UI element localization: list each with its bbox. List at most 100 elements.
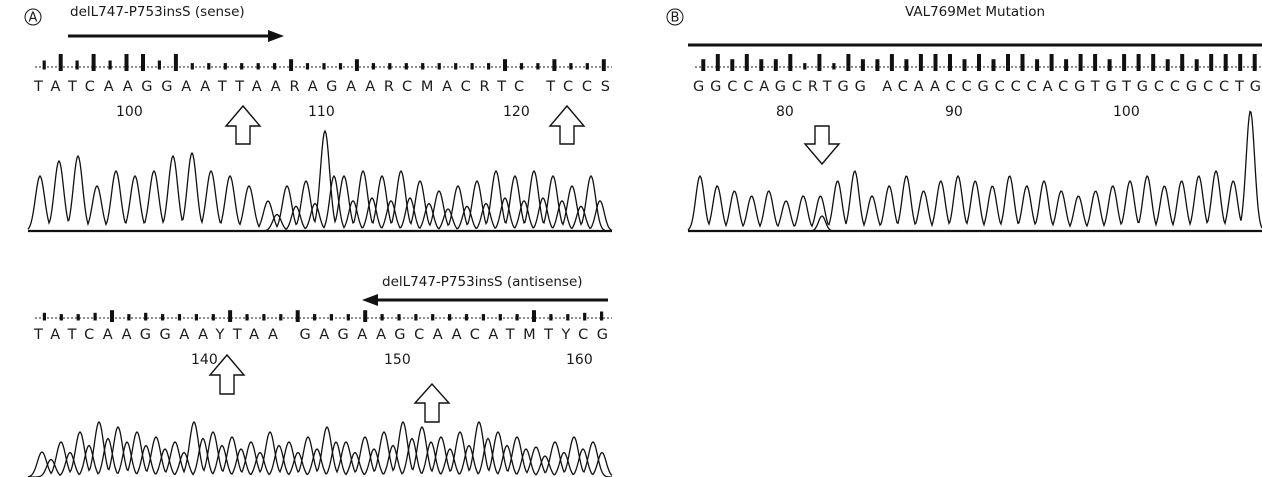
mutation-up-arrow [413, 382, 451, 423]
quality-bar [918, 54, 923, 71]
quality-bar [464, 314, 469, 321]
quality-bar [498, 314, 502, 321]
base-sequence: GGCCAGCRTGG ACAACCGCCCACGTGTGCCGCCTG [693, 79, 1261, 95]
trace-line-secondary [688, 215, 1262, 232]
quality-bar [744, 54, 749, 71]
quality-bar [773, 59, 778, 71]
quality-bar [1180, 54, 1185, 71]
quality-bar [110, 310, 114, 322]
quality-bar [536, 63, 540, 70]
quality-bar [1223, 54, 1228, 71]
panel-a-sense: A delL747-P753insS (sense) TATCAAGGAATTA… [24, 4, 613, 233]
quality-bars [42, 54, 606, 71]
quality-bar [211, 314, 215, 321]
quality-bar [262, 314, 266, 321]
quality-bar [1020, 54, 1025, 71]
quality-bar [108, 60, 112, 70]
quality-bar [346, 314, 350, 321]
quality-bar [503, 59, 507, 71]
quality-bar [228, 310, 233, 322]
quality-bar [846, 54, 851, 71]
quality-bar [75, 60, 79, 70]
sense-direction-arrowhead [268, 30, 284, 42]
quality-bar [141, 54, 145, 71]
quality-bar [279, 314, 283, 321]
quality-bar [701, 59, 706, 71]
quality-bar [42, 60, 46, 70]
antisense-direction-arrowhead [362, 294, 378, 306]
quality-bar [1209, 54, 1214, 71]
quality-bar [1035, 59, 1040, 71]
quality-bar [569, 63, 573, 70]
quality-bar [1151, 54, 1156, 71]
position-label-100: 100 [116, 104, 143, 120]
quality-bar [1078, 54, 1083, 71]
quality-bar [817, 54, 822, 71]
quality-bar [161, 314, 165, 321]
base-sequence: TATCAAGGAAYTAA GAGAAGCAACATMTYCG [33, 327, 608, 343]
quality-bar [273, 63, 277, 70]
quality-bar [58, 54, 63, 71]
quality-bar [948, 54, 952, 71]
quality-bar [788, 54, 793, 71]
quality-bar [173, 54, 178, 71]
quality-bar [144, 312, 148, 321]
quality-bar [404, 63, 408, 70]
position-label-160: 160 [566, 352, 593, 368]
base-sequence: TATCAAGGAATTAARAGAARCMACRTC TCCS [33, 79, 610, 95]
position-label-90: 90 [945, 104, 963, 120]
quality-bar [207, 63, 211, 70]
quality-bar [240, 63, 244, 70]
quality-bar [889, 54, 894, 71]
quality-bar [1093, 54, 1098, 71]
panel-a-antisense-title: delL747-P753insS (antisense) [382, 274, 583, 290]
quality-bar [601, 59, 606, 71]
quality-bar [1064, 59, 1069, 71]
position-label-150: 150 [384, 352, 411, 368]
quality-bar [552, 59, 557, 71]
quality-bar [322, 63, 326, 70]
chromatogram-trace [27, 129, 613, 232]
quality-bar [1049, 54, 1054, 71]
quality-bar [397, 314, 401, 321]
quality-bar [1252, 54, 1257, 71]
quality-bar [437, 63, 441, 70]
panel-b-title: VAL769Met Mutation [905, 4, 1045, 20]
quality-bar [371, 63, 375, 70]
quality-bar [600, 311, 604, 321]
quality-bar [76, 314, 80, 321]
quality-bar [93, 312, 97, 321]
quality-bar [388, 63, 392, 70]
quality-bar [194, 314, 198, 321]
mutation-up-arrow [224, 104, 262, 145]
panel-a-antisense: delL747-P753insS (antisense) TATCAAGGAAY… [27, 274, 613, 477]
position-label-120: 120 [503, 104, 530, 120]
quality-bar [431, 314, 435, 321]
quality-bar [305, 63, 310, 70]
quality-bar [1006, 54, 1010, 71]
quality-bar [487, 63, 491, 70]
quality-bar [363, 310, 368, 322]
quality-bar [177, 314, 182, 321]
quality-bar [127, 314, 131, 321]
mutation-up-arrow [208, 353, 246, 395]
quality-bar [256, 63, 260, 70]
panel-b-letter: B [671, 11, 680, 26]
quality-bar [532, 310, 536, 322]
panel-b-letter-circle [666, 8, 684, 26]
quality-bar [454, 63, 458, 70]
quality-bar [1194, 59, 1199, 71]
quality-bar [583, 312, 587, 321]
quality-bar [875, 59, 880, 71]
quality-bar [1238, 54, 1243, 71]
quality-bar [295, 310, 300, 322]
quality-bar [549, 314, 553, 321]
position-label-80: 80 [776, 104, 794, 120]
quality-bar [223, 63, 227, 70]
chromatogram-trace [687, 110, 1262, 232]
quality-bars [42, 310, 604, 322]
quality-bar [933, 54, 938, 71]
quality-bar [190, 63, 194, 70]
quality-bar [962, 59, 967, 71]
